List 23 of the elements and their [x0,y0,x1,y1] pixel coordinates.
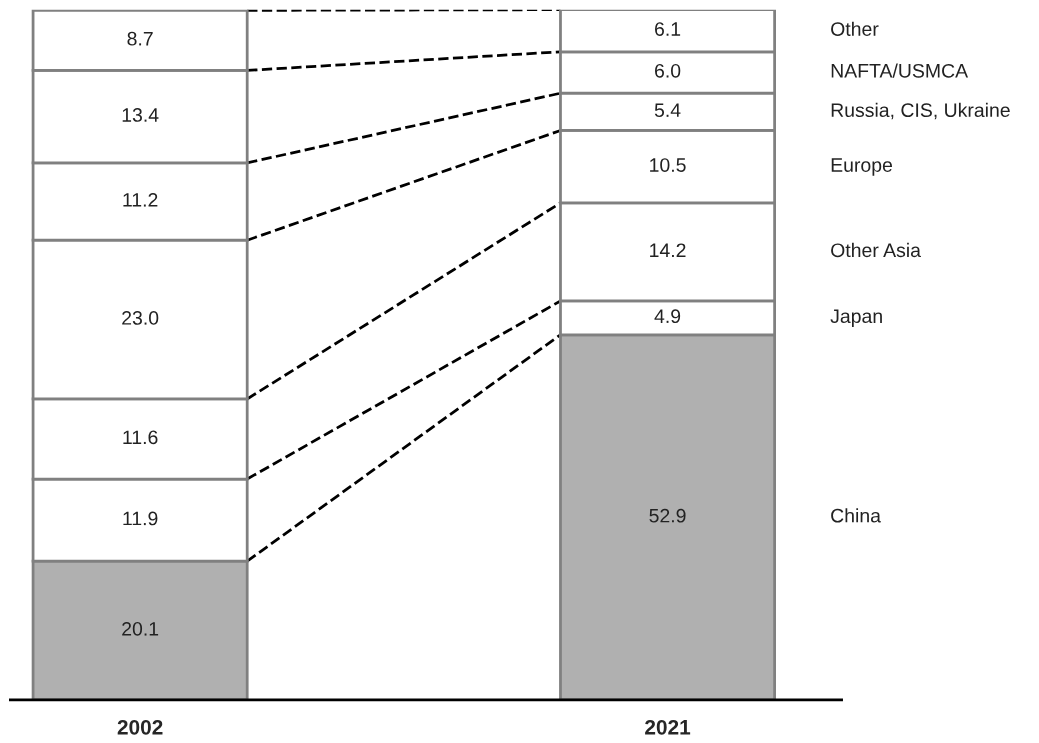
data-label: 6.1 [655,22,681,36]
data-label: 14.2 [650,243,686,257]
data-label: 11.2 [123,193,158,207]
data-label: 5.4 [654,103,681,118]
x-tick-label: 2021 [645,719,691,735]
data-label: 52.9 [649,508,686,523]
data-label: 11.6 [123,430,158,445]
text: Japan [830,309,882,327]
data-label: 4.9 [654,309,681,324]
text: NAFTA/USMCA [831,63,969,78]
text: Russia, CIS, Ukraine [831,102,1010,120]
data-label: 11.9 [123,511,158,526]
data-label: 23.0 [122,311,159,325]
data-label: 20.1 [122,621,159,636]
data-label: 8.7 [127,31,153,46]
text: China [831,508,881,523]
data-label: 10.5 [650,158,686,172]
data-label: 6.0 [655,63,681,78]
text: Other Asia [831,242,921,258]
data-label: 13.4 [122,108,159,122]
x-tick-label: 2002 [117,719,163,735]
text: Other [831,21,879,36]
text: Europe [831,158,892,176]
